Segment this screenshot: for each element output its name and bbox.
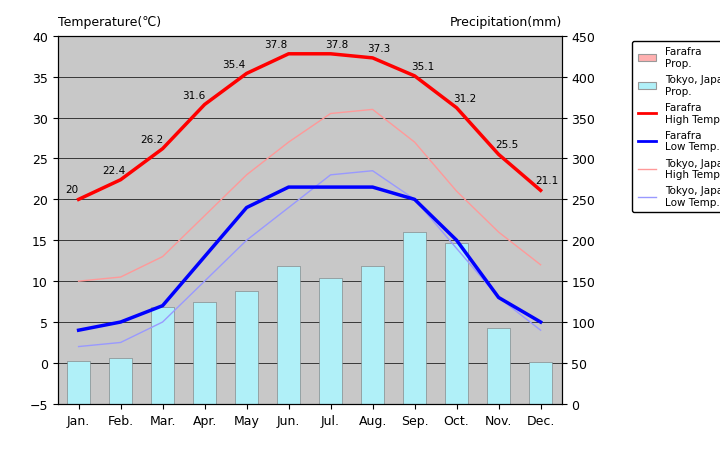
- Text: 31.6: 31.6: [182, 90, 206, 101]
- Text: 31.2: 31.2: [454, 94, 477, 104]
- Bar: [529, 362, 552, 404]
- Bar: [235, 291, 258, 404]
- Bar: [67, 362, 90, 404]
- Text: 25.5: 25.5: [495, 140, 518, 150]
- Bar: [487, 328, 510, 404]
- Bar: [277, 267, 300, 404]
- Text: 37.8: 37.8: [264, 40, 287, 50]
- Text: 21.1: 21.1: [535, 176, 559, 186]
- Bar: [403, 233, 426, 404]
- Text: 26.2: 26.2: [140, 134, 163, 145]
- Legend: Farafra
Prop., Tokyo, Japan
Prop., Farafra
High Temp., Farafra
Low Temp., Tokyo,: Farafra Prop., Tokyo, Japan Prop., Faraf…: [632, 42, 720, 213]
- Bar: [319, 278, 342, 404]
- Text: 22.4: 22.4: [103, 165, 126, 175]
- Bar: [151, 308, 174, 404]
- Bar: [109, 358, 132, 404]
- Text: Temperature(℃): Temperature(℃): [58, 17, 161, 29]
- Bar: [445, 243, 468, 404]
- Text: 37.8: 37.8: [325, 40, 348, 50]
- Bar: [193, 303, 216, 404]
- Text: 35.1: 35.1: [411, 62, 435, 72]
- Bar: [361, 267, 384, 404]
- Text: 20: 20: [66, 185, 79, 195]
- Text: 35.4: 35.4: [222, 59, 246, 69]
- Text: Precipitation(mm): Precipitation(mm): [449, 17, 562, 29]
- Text: 37.3: 37.3: [367, 44, 390, 54]
